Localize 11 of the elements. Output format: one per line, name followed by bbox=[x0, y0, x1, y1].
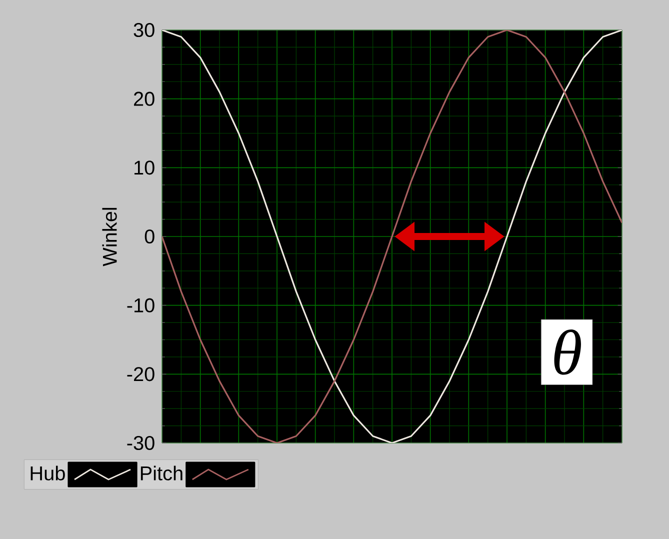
y-tick-label: -10 bbox=[127, 298, 154, 312]
y-tick-label: -30 bbox=[127, 436, 154, 450]
legend-label: Pitch bbox=[140, 466, 182, 480]
annotation: θ bbox=[554, 330, 581, 375]
y-tick-label: 20 bbox=[134, 92, 154, 106]
y-tick-label: 0 bbox=[144, 229, 154, 244]
y-tick-label: 10 bbox=[134, 160, 154, 175]
y-tick-label: -20 bbox=[127, 367, 154, 382]
y-tick-label: 30 bbox=[134, 22, 154, 38]
y-axis-title: Winkel bbox=[102, 208, 117, 266]
legend-label: Hub bbox=[30, 466, 65, 480]
